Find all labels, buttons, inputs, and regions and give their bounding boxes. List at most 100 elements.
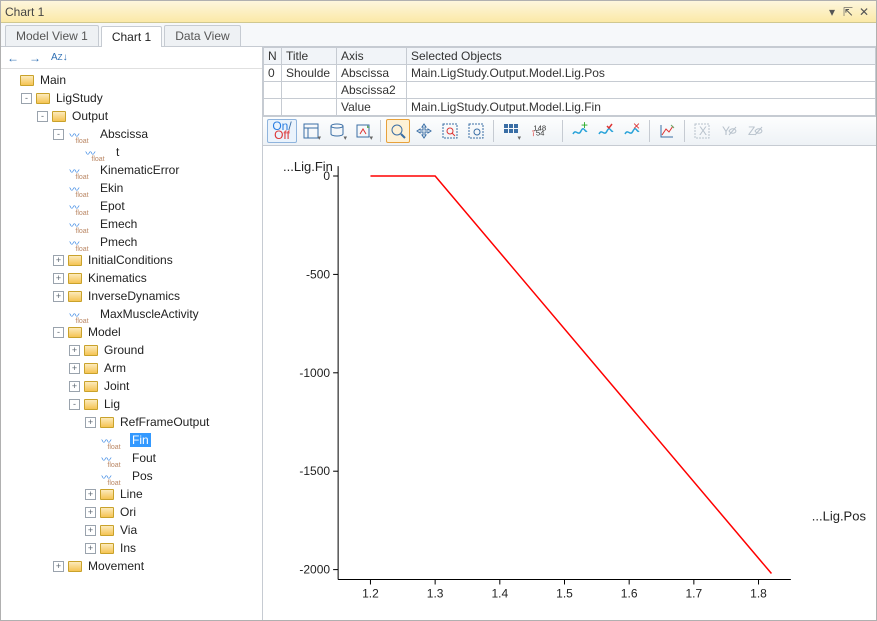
expand-icon[interactable]: + xyxy=(53,561,64,572)
grid-header[interactable]: Title xyxy=(282,48,337,65)
tree-node[interactable]: -Output xyxy=(1,107,262,125)
tree-node[interactable]: +Joint xyxy=(1,377,262,395)
tree-node[interactable]: +Ground xyxy=(1,341,262,359)
tree-label: InverseDynamics xyxy=(86,289,182,303)
tree-node[interactable]: 〰floatFout xyxy=(1,449,262,467)
grid-cell[interactable] xyxy=(407,82,876,99)
expand-icon[interactable]: + xyxy=(69,381,80,392)
tree-node[interactable]: -〰floatAbscissa xyxy=(1,125,262,143)
grid-cell[interactable] xyxy=(264,99,282,116)
data-button[interactable]: ▾ xyxy=(325,119,349,143)
grid-cell[interactable]: Abscissa2 xyxy=(337,82,407,99)
expand-icon[interactable]: + xyxy=(85,417,96,428)
tree-node[interactable]: +Via xyxy=(1,521,262,539)
variable-icon: 〰float xyxy=(67,199,95,213)
tree-node[interactable]: -Model xyxy=(1,323,262,341)
tree-node[interactable]: 〰floatPos xyxy=(1,467,262,485)
collapse-icon[interactable]: - xyxy=(53,327,64,338)
collapse-icon[interactable]: - xyxy=(37,111,48,122)
tree-node[interactable]: + Arm xyxy=(1,359,262,377)
tree-node[interactable]: 〰floatMaxMuscleActivity xyxy=(1,305,262,323)
tree-node[interactable]: 〰floatPmech xyxy=(1,233,262,251)
grid-cell[interactable] xyxy=(282,99,337,116)
zoom-fit-button[interactable] xyxy=(438,119,462,143)
grid-cell[interactable]: Value xyxy=(337,99,407,116)
grid-header[interactable]: Selected Objects xyxy=(407,48,876,65)
tree-node[interactable]: -Lig xyxy=(1,395,262,413)
tree-node[interactable]: 〰floatEpot xyxy=(1,197,262,215)
sort-icon[interactable]: AZ↓ xyxy=(51,52,68,63)
folder-icon xyxy=(51,109,67,123)
props-button[interactable]: ▾ xyxy=(299,119,323,143)
tree-node[interactable]: -LigStudy xyxy=(1,89,262,107)
tree-node[interactable]: +Line xyxy=(1,485,262,503)
grid-cell[interactable]: 0 xyxy=(264,65,282,82)
tree-label: RefFrameOutput xyxy=(118,415,211,429)
tree-node[interactable]: Main xyxy=(1,71,262,89)
svg-text:1.5: 1.5 xyxy=(556,587,573,601)
grid-header[interactable]: Axis xyxy=(337,48,407,65)
grid-icon[interactable]: ▾ xyxy=(499,119,523,143)
forward-icon[interactable]: → xyxy=(29,51,41,65)
expand-icon[interactable]: + xyxy=(85,489,96,500)
tree-node[interactable]: 〰floatEkin xyxy=(1,179,262,197)
onoff-button[interactable]: On/Off xyxy=(267,119,297,143)
zoom-region-button[interactable] xyxy=(464,119,488,143)
pan-button[interactable] xyxy=(412,119,436,143)
tree-node[interactable]: + RefFrameOutput xyxy=(1,413,262,431)
expand-icon[interactable]: + xyxy=(53,291,64,302)
select-x-button[interactable]: X xyxy=(690,119,714,143)
tree-node[interactable]: 〰floatEmech xyxy=(1,215,262,233)
expand-icon[interactable]: + xyxy=(69,345,80,356)
tree-label: InitialConditions xyxy=(86,253,175,267)
tree-node[interactable]: + InverseDynamics xyxy=(1,287,262,305)
tree-label: MaxMuscleActivity xyxy=(98,307,201,321)
tree-node[interactable]: +Ori xyxy=(1,503,262,521)
hide-z-button[interactable]: Z xyxy=(742,119,766,143)
dropdown-icon[interactable]: ▾ xyxy=(824,5,840,19)
svg-text:1.6: 1.6 xyxy=(621,587,638,601)
expand-icon[interactable]: + xyxy=(53,273,64,284)
tree-node[interactable]: 〰floatKinematicError xyxy=(1,161,262,179)
axes-button[interactable] xyxy=(655,119,679,143)
grid-cell[interactable]: Shoulde xyxy=(282,65,337,82)
close-icon[interactable]: ✕ xyxy=(856,5,872,19)
tree-node[interactable]: +Kinematics xyxy=(1,269,262,287)
tree-node[interactable]: + InitialConditions xyxy=(1,251,262,269)
back-icon[interactable]: ← xyxy=(7,51,19,65)
export-button[interactable]: ▾ xyxy=(351,119,375,143)
coords-button[interactable]: 14854 xyxy=(525,119,557,143)
grid-cell[interactable] xyxy=(282,82,337,99)
svg-text:-1500: -1500 xyxy=(299,464,330,478)
expand-icon[interactable]: + xyxy=(85,507,96,518)
tab-chart-1[interactable]: Chart 1 xyxy=(101,26,162,47)
tree-node[interactable]: +Ins xyxy=(1,539,262,557)
hide-y-button[interactable]: Y xyxy=(716,119,740,143)
collapse-icon[interactable]: - xyxy=(21,93,32,104)
tab-data-view[interactable]: Data View xyxy=(164,25,240,46)
series-add-button[interactable]: + xyxy=(568,119,592,143)
tab-model-view-1[interactable]: Model View 1 xyxy=(5,25,99,46)
expand-icon[interactable]: + xyxy=(85,525,96,536)
tree-node[interactable]: 〰floatFin xyxy=(1,431,262,449)
collapse-icon[interactable]: - xyxy=(69,399,80,410)
series-remove-button[interactable]: × xyxy=(620,119,644,143)
pin-icon[interactable]: ⇱ xyxy=(840,5,856,19)
expand-icon[interactable]: + xyxy=(53,255,64,266)
grid-cell[interactable]: Main.LigStudy.Output.Model.Lig.Pos xyxy=(407,65,876,82)
collapse-icon[interactable]: - xyxy=(53,129,64,140)
tree-node[interactable]: 〰floatt xyxy=(1,143,262,161)
grid-cell[interactable] xyxy=(264,82,282,99)
tree-node[interactable]: +Movement xyxy=(1,557,262,575)
tree-label: Arm xyxy=(102,361,128,375)
expand-icon[interactable]: + xyxy=(69,363,80,374)
zoom-button[interactable] xyxy=(386,119,410,143)
x-axis-label: ...Lig.Pos xyxy=(812,509,867,524)
grid-cell[interactable]: Abscissa xyxy=(337,65,407,82)
chart-area[interactable]: 0-500-1000-1500-20001.21.31.41.51.61.71.… xyxy=(263,146,876,620)
variable-icon: 〰float xyxy=(67,181,95,195)
series-check-button[interactable] xyxy=(594,119,618,143)
expand-icon[interactable]: + xyxy=(85,543,96,554)
grid-header[interactable]: N xyxy=(264,48,282,65)
grid-cell[interactable]: Main.LigStudy.Output.Model.Lig.Fin xyxy=(407,99,876,116)
